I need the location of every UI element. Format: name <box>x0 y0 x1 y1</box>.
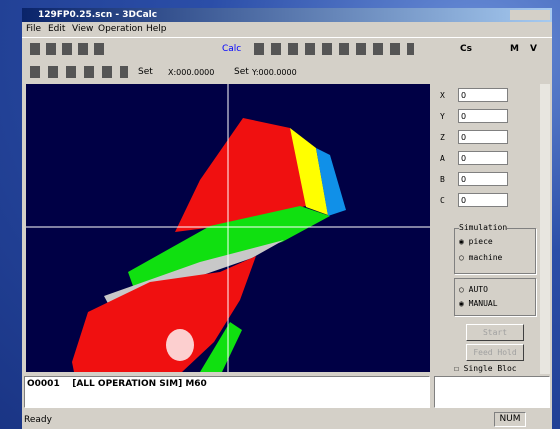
mode-group: ○ AUTO ◉ MANUAL <box>454 278 536 316</box>
toolbar-icons[interactable] <box>30 66 128 78</box>
tool-button[interactable]: Set <box>234 67 249 77</box>
group-title: Simulation <box>459 223 508 232</box>
menu-item[interactable]: Help <box>146 24 167 34</box>
simulation-group: Simulation ◉ piece ○ machine <box>454 223 536 274</box>
toolbar: Set X:000.0000 Set Y:000.0000 <box>22 61 552 83</box>
drill-flute <box>200 322 242 372</box>
tool-button[interactable]: Cs <box>460 44 472 54</box>
highlight <box>166 329 194 361</box>
window-controls[interactable] <box>510 10 550 20</box>
drill-body <box>175 118 308 232</box>
scrollbar[interactable] <box>540 84 550 374</box>
coord-y: Y:000.0000 <box>252 68 297 77</box>
radio[interactable]: ○ AUTO <box>459 285 488 294</box>
radio[interactable]: ◉ MANUAL <box>459 299 498 308</box>
radio[interactable]: ◉ piece <box>459 237 493 246</box>
app-window: 129FP0.25.scn - 3DCalc File Edit View Op… <box>22 8 552 429</box>
menu-item[interactable]: File <box>26 24 42 34</box>
tool-button[interactable]: V <box>530 44 537 54</box>
menu-item[interactable]: View <box>72 24 94 34</box>
drill-face <box>316 148 346 216</box>
start-button[interactable]: Start <box>466 324 524 341</box>
field-label: C <box>440 196 445 205</box>
radio[interactable]: ○ machine <box>459 253 503 262</box>
checkbox[interactable]: ☐ Single Bloc <box>454 364 517 373</box>
toolbar: Calc Cs M V <box>22 37 552 62</box>
menu-item[interactable]: Edit <box>48 24 66 34</box>
field-label: B <box>440 175 445 184</box>
toolbar-icons[interactable] <box>30 43 110 55</box>
feed-hold-button[interactable]: Feed Hold <box>466 344 524 361</box>
status-text: Ready <box>24 415 52 425</box>
field-input[interactable]: 0 <box>458 193 508 207</box>
tool-button[interactable]: Calc <box>222 44 242 54</box>
drill-face <box>290 128 328 215</box>
drill-body <box>72 256 256 372</box>
program-line: O0001 [ALL OPERATION SIM] M60 <box>27 379 207 389</box>
viewport[interactable] <box>26 84 430 372</box>
tool-button[interactable]: M <box>510 44 519 54</box>
field-label: A <box>440 154 445 163</box>
field-input[interactable]: 0 <box>458 172 508 186</box>
status-num: NUM <box>499 414 521 424</box>
field-input[interactable]: 0 <box>458 130 508 144</box>
drill-view <box>26 84 430 372</box>
menu-item[interactable]: Operation <box>98 24 143 34</box>
tool-button[interactable]: Set <box>138 67 153 77</box>
field-label: Y <box>440 112 445 121</box>
window-title: 129FP0.25.scn - 3DCalc <box>38 10 158 20</box>
field-input[interactable]: 0 <box>458 88 508 102</box>
program-text[interactable]: O0001 [ALL OPERATION SIM] M60 <box>24 376 430 408</box>
field-label: Z <box>440 133 445 142</box>
toolbar-icons[interactable] <box>254 43 414 55</box>
field-label: X <box>440 91 445 100</box>
checkbox-label: Single Bloc <box>463 364 517 373</box>
radio-label: AUTO <box>468 285 488 294</box>
field-input[interactable]: 0 <box>458 151 508 165</box>
title-bar: 129FP0.25.scn - 3DCalc <box>22 8 552 22</box>
output-box <box>434 376 550 408</box>
coord-x: X:000.0000 <box>168 68 215 77</box>
status-indicator: NUM <box>494 412 526 427</box>
radio-label: MANUAL <box>468 299 498 308</box>
field-input[interactable]: 0 <box>458 109 508 123</box>
radio-label: machine <box>468 253 503 262</box>
radio-label: piece <box>468 237 493 246</box>
